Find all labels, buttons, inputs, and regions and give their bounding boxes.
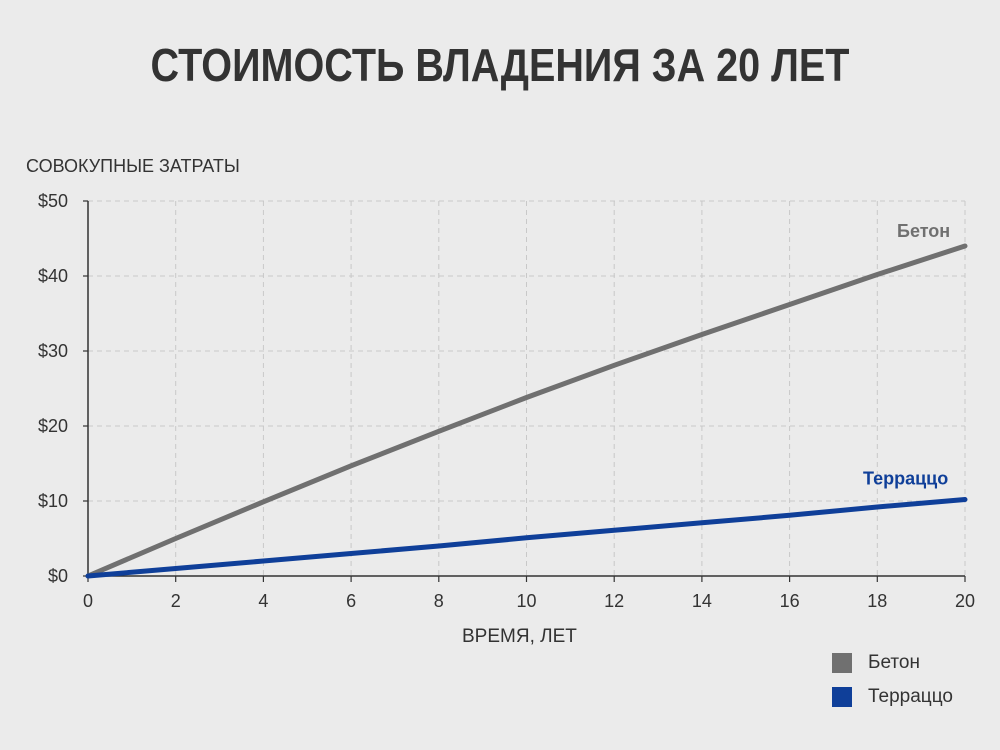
x-axis-title: ВРЕМЯ, ЛЕТ: [462, 626, 577, 647]
series-line-2: [85, 497, 968, 579]
legend: Бетон Терраццо: [832, 652, 953, 720]
x-tick-label: 12: [604, 591, 624, 611]
x-tick-label: 6: [346, 591, 356, 611]
series-line-1: [85, 243, 968, 579]
y-axis-title: СОВОКУПНЫЕ ЗАТРАТЫ: [26, 156, 240, 176]
x-tick-label: 20: [955, 591, 975, 611]
x-tick-label: 14: [692, 591, 712, 611]
legend-label: Терраццо: [868, 686, 953, 707]
y-tick-label: $0: [48, 566, 68, 586]
tick-labels: 0 2 4 6 8 10 12 14 16 18 20 $0 $10 $20 $30 $40 $50: [38, 191, 975, 611]
legend-swatch: [832, 687, 852, 707]
x-tick-label: 18: [867, 591, 887, 611]
x-tick-label: 0: [83, 591, 93, 611]
legend-swatch: [832, 653, 852, 673]
legend-item: Бетон: [832, 652, 953, 674]
y-tick-label: $30: [38, 341, 68, 361]
grid: [88, 200, 966, 576]
y-tick-label: $40: [38, 266, 68, 286]
x-tick-label: 8: [434, 591, 444, 611]
x-tick-label: 2: [171, 591, 181, 611]
x-tick-label: 10: [516, 591, 536, 611]
series-label-2: Терраццо: [863, 469, 948, 489]
x-tick-label: 4: [258, 591, 268, 611]
y-tick-label: $50: [38, 191, 68, 211]
series-lines: [85, 243, 968, 579]
x-tick-label: 16: [780, 591, 800, 611]
y-tick-label: $10: [38, 491, 68, 511]
legend-label: Бетон: [868, 652, 920, 673]
series-label-1: Бетон: [897, 221, 950, 241]
series-labels: Бетон Терраццо: [863, 221, 950, 489]
axes: [83, 200, 966, 582]
legend-item: Терраццо: [832, 686, 953, 708]
chart-title: СТОИМОСТЬ ВЛАДЕНИЯ ЗА 20 ЛЕТ: [150, 39, 850, 91]
y-tick-label: $20: [38, 416, 68, 436]
